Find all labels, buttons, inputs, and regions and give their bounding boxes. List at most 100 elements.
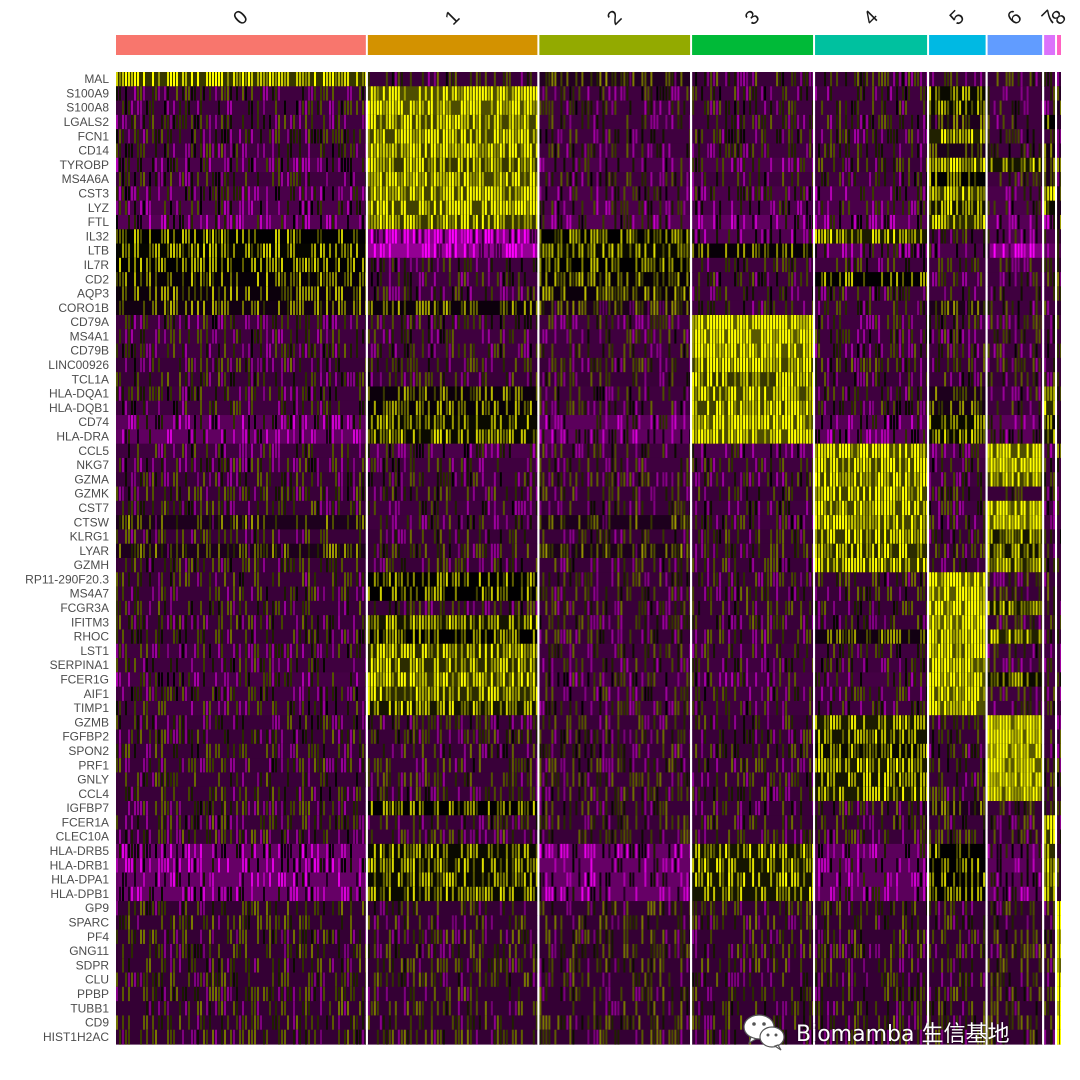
heatmap-cell-stripe — [200, 86, 202, 102]
heatmap-cell-stripe — [563, 315, 566, 330]
heatmap-cell-stripe — [632, 429, 635, 445]
heatmap-cell-stripe — [529, 214, 532, 230]
heatmap-cell-stripe — [484, 72, 487, 87]
heatmap-cell-stripe — [179, 415, 181, 430]
heatmap-cell-stripe — [323, 343, 325, 359]
heatmap-cell-stripe — [344, 343, 346, 359]
heatmap-cell-stripe — [695, 72, 698, 87]
heatmap-cell-stripe — [1047, 214, 1050, 230]
heatmap-cell-stripe — [293, 243, 295, 259]
heatmap-cell-stripe — [493, 172, 496, 187]
heatmap-cell-stripe — [818, 157, 821, 173]
heatmap-cell-stripe — [917, 400, 920, 416]
heatmap-cell-stripe — [860, 243, 863, 259]
heatmap-cell-stripe — [146, 200, 148, 216]
heatmap-cell — [1044, 86, 1056, 102]
heatmap-cell-stripe — [149, 186, 151, 202]
heatmap-cell-stripe — [275, 272, 277, 288]
heatmap-cell-stripe — [830, 143, 833, 159]
heatmap-cell-stripe — [632, 300, 635, 316]
heatmap-cell-stripe — [257, 114, 259, 130]
heatmap-cell-stripe — [445, 72, 448, 87]
heatmap-cell-stripe — [523, 200, 526, 216]
heatmap-cell-stripe — [454, 129, 457, 145]
heatmap-cell-stripe — [490, 186, 493, 202]
heatmap-cell-stripe — [245, 429, 247, 445]
heatmap-cell-stripe — [140, 100, 142, 116]
heatmap-cell-stripe — [908, 129, 911, 145]
heatmap-cell-stripe — [436, 143, 439, 159]
heatmap-cell-stripe — [710, 372, 713, 388]
heatmap-cell-stripe — [878, 357, 881, 373]
heatmap-cell-stripe — [932, 357, 935, 373]
heatmap-cell-stripe — [845, 357, 848, 373]
heatmap-cell-stripe — [590, 429, 593, 445]
heatmap-cell-stripe — [740, 343, 743, 359]
heatmap-cell-stripe — [1011, 157, 1014, 173]
heatmap-cell-stripe — [347, 200, 349, 216]
heatmap-cell-stripe — [662, 372, 665, 388]
heatmap-cell-stripe — [548, 415, 551, 430]
heatmap-cell-stripe — [278, 400, 280, 416]
heatmap-cell-stripe — [284, 72, 286, 87]
heatmap-cell-stripe — [299, 100, 301, 116]
heatmap-cell-stripe — [839, 343, 842, 359]
heatmap-cell-stripe — [326, 315, 328, 330]
heatmap-cell-stripe — [472, 86, 475, 102]
heatmap-cell-stripe — [884, 286, 887, 302]
heatmap-cell-stripe — [737, 86, 740, 102]
heatmap-cell-stripe — [239, 357, 241, 373]
heatmap-cell-stripe — [1047, 272, 1050, 288]
heatmap-cell-stripe — [776, 243, 779, 259]
heatmap-cell-stripe — [632, 157, 635, 173]
heatmap-cell-stripe — [388, 329, 391, 345]
heatmap-cell-stripe — [944, 129, 947, 145]
heatmap-cell-stripe — [284, 415, 286, 430]
heatmap-cell-stripe — [185, 257, 187, 273]
heatmap-cell-stripe — [716, 429, 719, 445]
heatmap-cell — [1044, 257, 1056, 273]
heatmap-cell-stripe — [529, 100, 532, 116]
heatmap-cell-stripe — [487, 343, 490, 359]
heatmap-cell-stripe — [478, 86, 481, 102]
heatmap-cell-stripe — [770, 229, 773, 245]
heatmap-cell-stripe — [944, 229, 947, 245]
heatmap-cell-stripe — [692, 343, 695, 359]
heatmap-cell-stripe — [797, 129, 800, 145]
heatmap-cell-stripe — [445, 100, 448, 116]
heatmap-cell-stripe — [251, 329, 253, 345]
heatmap-cell-stripe — [860, 229, 863, 245]
heatmap-cell-stripe — [581, 114, 584, 130]
heatmap-cell-stripe — [956, 357, 959, 373]
heatmap-cell-stripe — [329, 343, 331, 359]
heatmap-cell-stripe — [818, 343, 821, 359]
heatmap-cell-stripe — [206, 372, 208, 388]
heatmap-cell-stripe — [373, 229, 376, 245]
heatmap-cell-stripe — [599, 157, 602, 173]
heatmap-cell-stripe — [442, 186, 445, 202]
heatmap-cell-stripe — [902, 315, 905, 330]
heatmap-cell-stripe — [731, 429, 734, 445]
heatmap-cell-stripe — [155, 286, 157, 302]
heatmap-cell-stripe — [224, 143, 226, 159]
heatmap-cell-stripe — [761, 329, 764, 345]
heatmap-cell-stripe — [406, 329, 409, 345]
heatmap-cell-stripe — [743, 257, 746, 273]
heatmap-cell-stripe — [878, 172, 881, 187]
heatmap-cell-stripe — [686, 243, 689, 259]
heatmap-cell-stripe — [149, 257, 151, 273]
heatmap-cell-stripe — [767, 357, 770, 373]
heatmap-cell-stripe — [424, 114, 427, 130]
heatmap-cell-stripe — [800, 200, 803, 216]
heatmap-cell-stripe — [385, 157, 388, 173]
heatmap-cell — [815, 386, 928, 402]
heatmap-cell-stripe — [487, 143, 490, 159]
heatmap-cell-stripe — [848, 157, 851, 173]
heatmap-cell-stripe — [451, 114, 454, 130]
heatmap-cell-stripe — [944, 315, 947, 330]
heatmap-cell-stripe — [932, 214, 935, 230]
heatmap-cell-stripe — [442, 172, 445, 187]
heatmap-cell-stripe — [806, 243, 809, 259]
heatmap-cell-stripe — [311, 100, 313, 116]
heatmap-cell-stripe — [356, 315, 358, 330]
